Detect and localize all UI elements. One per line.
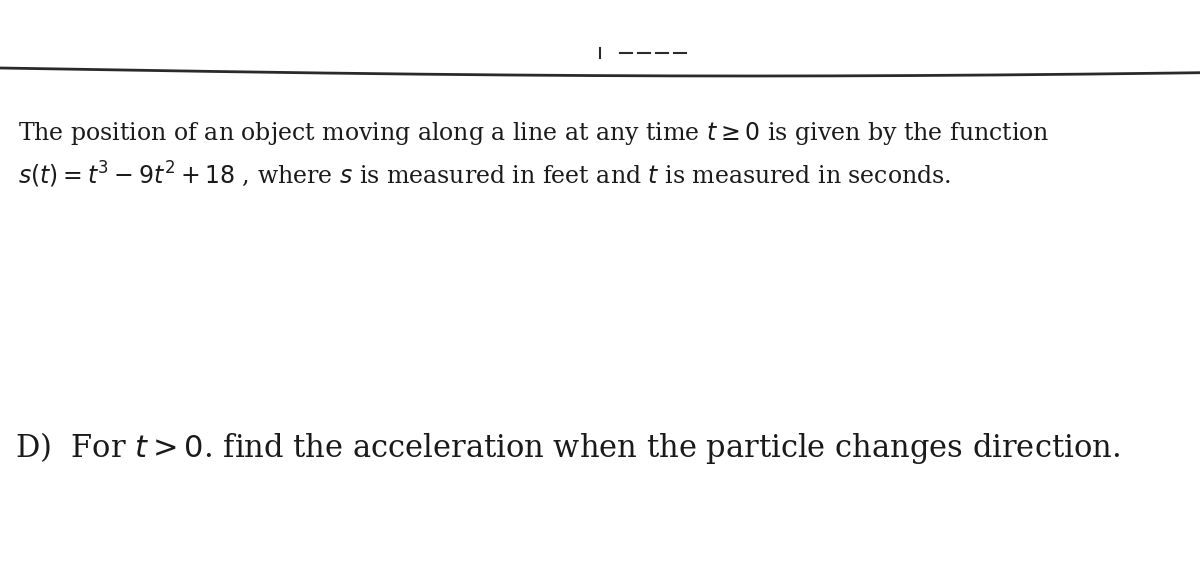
Text: $s(t) = t^3 - 9t^2 + 18$ , where $s$ is measured in feet and $t$ is measured in : $s(t) = t^3 - 9t^2 + 18$ , where $s$ is … xyxy=(18,160,952,190)
Text: D)  For $t > 0$. find the acceleration when the particle changes direction.: D) For $t > 0$. find the acceleration wh… xyxy=(14,430,1120,466)
Text: The position of an object moving along a line at any time $t \geq 0$ is given by: The position of an object moving along a… xyxy=(18,120,1050,147)
